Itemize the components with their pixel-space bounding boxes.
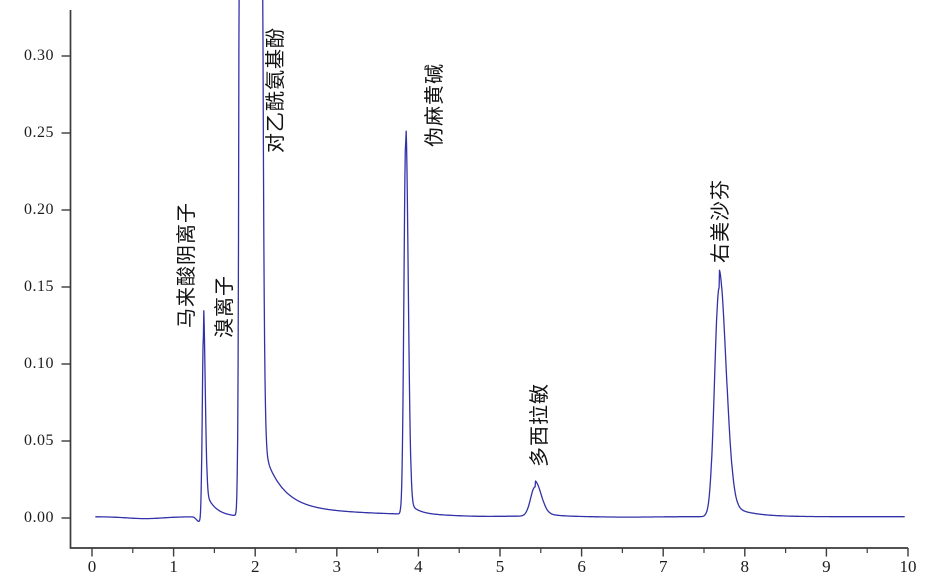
x-tick-label: 10: [899, 557, 917, 576]
x-tick-label: 7: [658, 557, 668, 576]
peak-label: 右美沙芬: [710, 178, 733, 263]
x-tick-label: 5: [495, 557, 505, 576]
x-tick-label: 9: [822, 557, 831, 576]
y-tick-label: 0.25: [24, 124, 54, 141]
x-tick-label: 2: [250, 557, 260, 576]
x-tick-label: 6: [577, 557, 586, 576]
peak-label: 马来酸阴离子: [175, 201, 198, 328]
peak-label: 多西拉敏: [529, 383, 552, 468]
x-tick-label: 4: [414, 557, 423, 576]
y-tick-label: 0.10: [24, 355, 54, 372]
peak-label: 伪麻黄碱: [424, 63, 446, 147]
y-tick-label: 0.20: [24, 201, 54, 218]
x-tick-label: 3: [332, 557, 342, 576]
peak-label: 对乙酰氨基酚: [265, 27, 288, 154]
chromatogram-trace: [95, 0, 905, 522]
y-tick-label: 0.30: [24, 47, 54, 64]
peak-label: 溴离子: [213, 274, 236, 338]
y-tick-label: 0.15: [24, 278, 54, 295]
x-tick-label: 8: [740, 557, 750, 576]
y-tick-label: 0.05: [24, 432, 54, 449]
x-tick-label: 1: [169, 557, 178, 576]
y-tick-label: 0.00: [24, 509, 54, 526]
x-tick-label: 0: [87, 557, 97, 576]
